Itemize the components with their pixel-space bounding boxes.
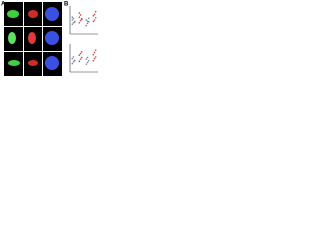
data-point	[93, 57, 96, 60]
cell-merge	[45, 31, 59, 45]
data-point	[94, 49, 97, 51]
data-point	[86, 20, 89, 22]
data-point	[80, 17, 83, 20]
cell-merge	[45, 56, 59, 70]
data-point	[79, 14, 82, 16]
data-point	[94, 56, 97, 58]
data-point	[72, 56, 75, 58]
data-point	[79, 58, 82, 60]
data-point	[71, 23, 74, 26]
cell-red	[28, 60, 38, 66]
data-point	[94, 10, 97, 13]
data-point	[87, 20, 90, 23]
data-point	[71, 62, 74, 65]
cell-green	[7, 10, 19, 18]
data-point	[93, 13, 96, 16]
data-point	[87, 60, 90, 62]
panel-label: A	[1, 2, 6, 8]
cell-merge	[45, 7, 59, 21]
cell-green	[8, 60, 20, 66]
panel-label: B	[64, 2, 69, 8]
data-point	[79, 19, 82, 22]
data-point	[71, 19, 74, 21]
cell-red	[28, 10, 38, 18]
data-point	[78, 54, 81, 56]
data-point	[73, 21, 76, 24]
cell-red	[28, 32, 36, 44]
data-point	[78, 60, 81, 63]
data-point	[85, 63, 88, 65]
data-point	[86, 61, 89, 64]
data-point	[78, 12, 81, 14]
data-point	[78, 16, 81, 19]
data-point	[92, 15, 95, 17]
data-point	[85, 19, 88, 21]
data-point	[71, 57, 74, 60]
data-point	[72, 17, 75, 20]
data-point	[80, 56, 83, 59]
data-point	[92, 20, 95, 23]
data-point	[73, 60, 76, 62]
data-point	[79, 52, 82, 55]
cell-green	[8, 32, 16, 44]
data-point	[86, 22, 89, 25]
data-point	[87, 17, 90, 20]
data-point	[86, 56, 89, 59]
data-point	[85, 24, 88, 27]
page: A B (() => { const data = JSON.parse(doc…	[0, 0, 100, 78]
data-point	[72, 22, 75, 24]
data-point	[72, 61, 75, 63]
data-point	[92, 53, 95, 56]
data-point	[93, 19, 96, 21]
data-point	[71, 16, 74, 19]
micrographs	[4, 2, 62, 76]
data-point	[80, 51, 83, 53]
data-point	[94, 16, 97, 19]
data-point	[93, 51, 96, 54]
data-point	[92, 60, 95, 62]
figure: A B	[1, 2, 98, 76]
data-point	[85, 58, 88, 60]
data-point	[78, 22, 81, 24]
